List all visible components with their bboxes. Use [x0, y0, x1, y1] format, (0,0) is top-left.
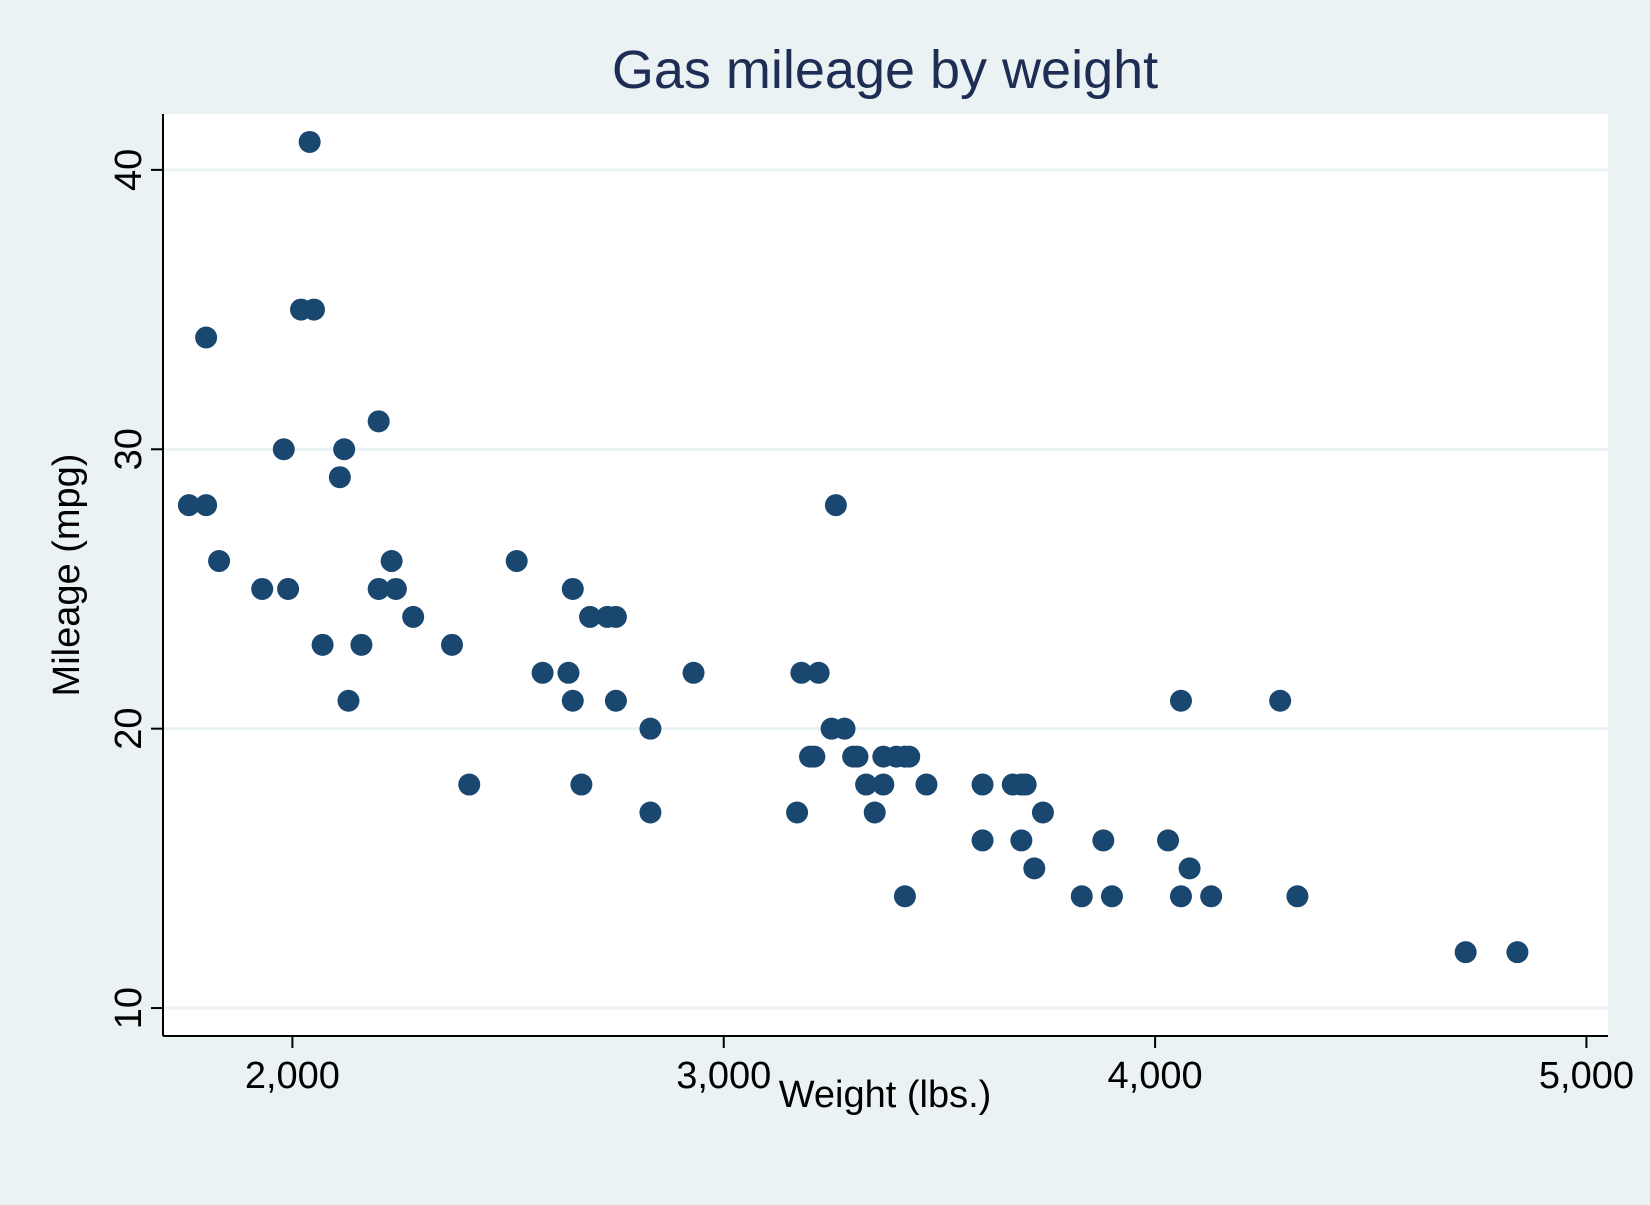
scatter-point	[441, 633, 463, 656]
scatter-point	[177, 494, 200, 517]
scatter-point	[1031, 801, 1054, 824]
scatter-point	[384, 577, 407, 600]
gridlines	[163, 168, 1608, 1010]
axis-ticks: 10 20 30 40 2,000 3,000 4,000 5,000	[108, 149, 1634, 1097]
scatter-point	[302, 298, 325, 321]
scatter-point	[277, 577, 300, 600]
scatter-point	[579, 605, 602, 628]
scatter-point	[1092, 829, 1115, 852]
scatter-point	[604, 605, 627, 628]
scatter-point	[1269, 689, 1292, 712]
scatter-point	[1200, 885, 1223, 908]
scatter-point	[971, 773, 994, 796]
scatter-point	[458, 773, 481, 796]
scatter-point	[561, 577, 584, 600]
plot-area	[163, 114, 1608, 1036]
scatter-point	[531, 661, 554, 684]
x-tick-label: 5,000	[1539, 1055, 1634, 1097]
scatter-point	[570, 773, 593, 796]
scatter-point	[1100, 885, 1123, 908]
y-tick-label: 40	[108, 149, 150, 191]
chart-title: Gas mileage by weight	[612, 40, 1158, 100]
scatter-point	[971, 829, 994, 852]
scatter-point	[557, 661, 580, 684]
scatter-point	[639, 717, 662, 740]
scatter-point	[195, 494, 218, 517]
y-tick-label: 30	[108, 428, 150, 470]
scatter-point	[380, 550, 403, 573]
x-tick-label: 2,000	[245, 1055, 340, 1097]
x-axis-label: Weight (lbs.)	[779, 1074, 992, 1116]
y-tick-label: 20	[108, 708, 150, 750]
scatter-point	[807, 661, 830, 684]
scatter-point	[402, 605, 425, 628]
scatter-point	[195, 326, 218, 349]
scatter-point	[333, 438, 356, 461]
scatter-point	[1506, 941, 1529, 964]
scatter-point	[863, 801, 886, 824]
y-tick-label: 10	[108, 987, 150, 1029]
scatter-point	[251, 577, 274, 600]
scatter-point	[1157, 829, 1180, 852]
scatter-point	[1014, 773, 1037, 796]
scatter-point	[1454, 941, 1477, 964]
scatter-point	[208, 550, 231, 573]
x-tick-label: 4,000	[1108, 1055, 1203, 1097]
scatter-point	[604, 689, 627, 712]
scatter-point	[803, 745, 826, 768]
scatter-point	[505, 550, 528, 573]
scatter-point	[561, 689, 584, 712]
scatter-point	[872, 773, 895, 796]
y-axis-label: Mileage (mpg)	[46, 454, 88, 697]
scatter-point	[790, 661, 813, 684]
scatter-point	[682, 661, 705, 684]
scatter-point	[328, 466, 351, 489]
scatter-point	[367, 410, 390, 433]
scatter-point	[639, 801, 662, 824]
scatter-point	[915, 773, 938, 796]
scatter-point	[786, 801, 809, 824]
scatter-point	[893, 885, 916, 908]
scatter-point	[337, 689, 360, 712]
scatter-point	[311, 633, 334, 656]
scatter-point	[350, 633, 373, 656]
scatter-point	[1070, 885, 1093, 908]
scatter-point	[833, 717, 856, 740]
scatter-point	[1169, 885, 1192, 908]
scatter-point	[1286, 885, 1309, 908]
data-points	[177, 130, 1529, 964]
scatter-point	[1023, 857, 1046, 880]
scatter-point	[855, 773, 878, 796]
scatter-point	[846, 745, 869, 768]
scatter-point	[272, 438, 295, 461]
scatter-point	[1169, 689, 1192, 712]
x-tick-label: 3,000	[676, 1055, 771, 1097]
scatter-point	[298, 130, 321, 153]
scatter-point	[1010, 829, 1033, 852]
scatter-point	[824, 494, 847, 517]
scatter-point	[1178, 857, 1201, 880]
scatter-point	[898, 745, 921, 768]
scatter-point	[367, 577, 390, 600]
